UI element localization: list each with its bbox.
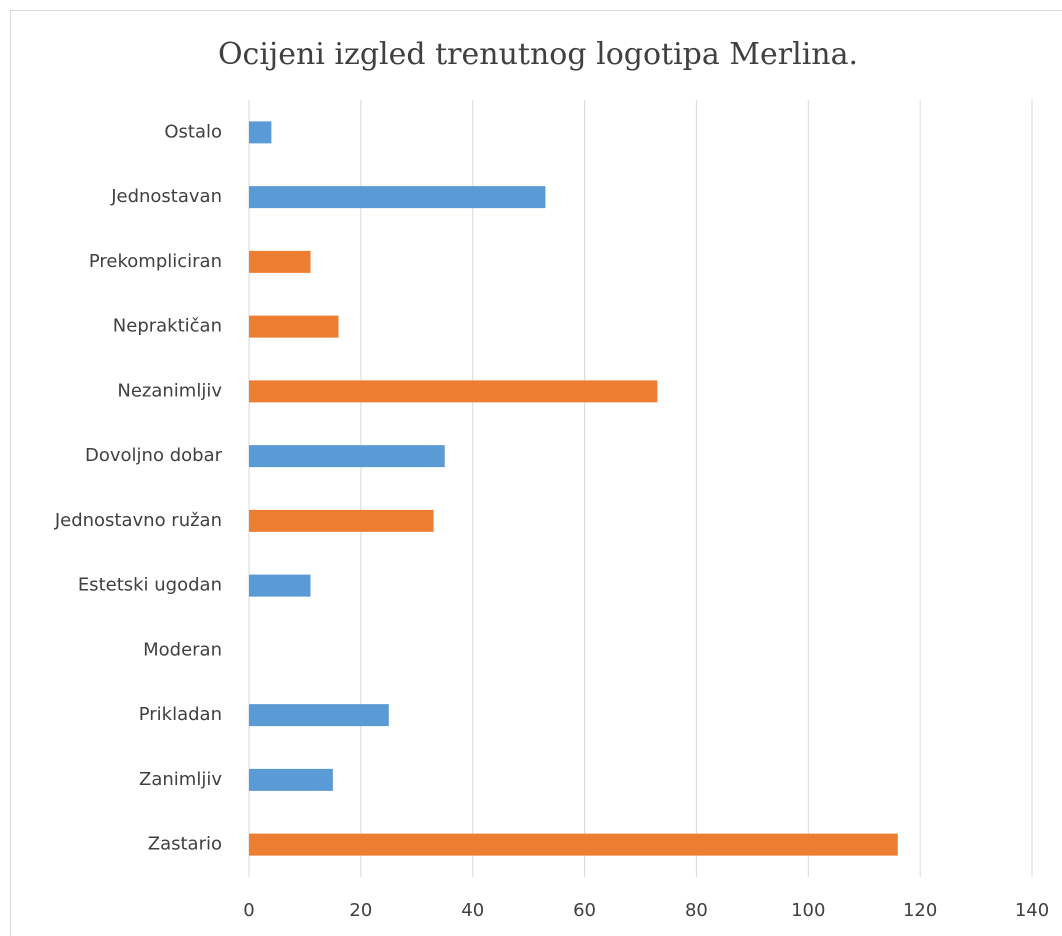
y-tick-label: Zanimljiv — [139, 769, 222, 790]
y-tick-label: Moderan — [143, 639, 222, 660]
bar — [249, 380, 658, 403]
y-tick-label: Jednostavan — [110, 186, 222, 207]
x-tick-label: 140 — [1015, 900, 1049, 921]
y-tick-label: Ostalo — [164, 121, 222, 142]
chart-border — [10, 10, 1062, 936]
bar — [249, 574, 311, 597]
bar — [249, 509, 434, 532]
y-tick-label: Jednostavno ružan — [54, 510, 222, 531]
y-tick-label: Zastario — [148, 834, 222, 855]
x-tick-label: 80 — [685, 900, 708, 921]
bar — [249, 121, 272, 144]
bar — [249, 186, 546, 209]
x-tick-label: 100 — [791, 900, 825, 921]
chart-title: Ocijeni izgled trenutnog logotipa Merlin… — [218, 37, 858, 72]
x-tick-label: 40 — [461, 900, 484, 921]
bar — [249, 833, 898, 856]
x-tick-label: 0 — [243, 900, 254, 921]
y-tick-label: Nezanimljiv — [117, 380, 222, 401]
y-tick-label: Prikladan — [139, 704, 222, 725]
y-tick-label: Nepraktičan — [113, 316, 222, 337]
y-tick-label: Dovoljno dobar — [85, 445, 223, 466]
bar — [249, 445, 445, 468]
y-tick-label: Prekompliciran — [89, 251, 222, 272]
y-tick-label: Estetski ugodan — [78, 575, 222, 596]
bar — [249, 704, 389, 727]
x-tick-label: 20 — [349, 900, 372, 921]
x-tick-label: 120 — [903, 900, 937, 921]
bar — [249, 315, 339, 338]
bar — [249, 768, 333, 791]
x-tick-label: 60 — [573, 900, 596, 921]
bar — [249, 250, 311, 273]
